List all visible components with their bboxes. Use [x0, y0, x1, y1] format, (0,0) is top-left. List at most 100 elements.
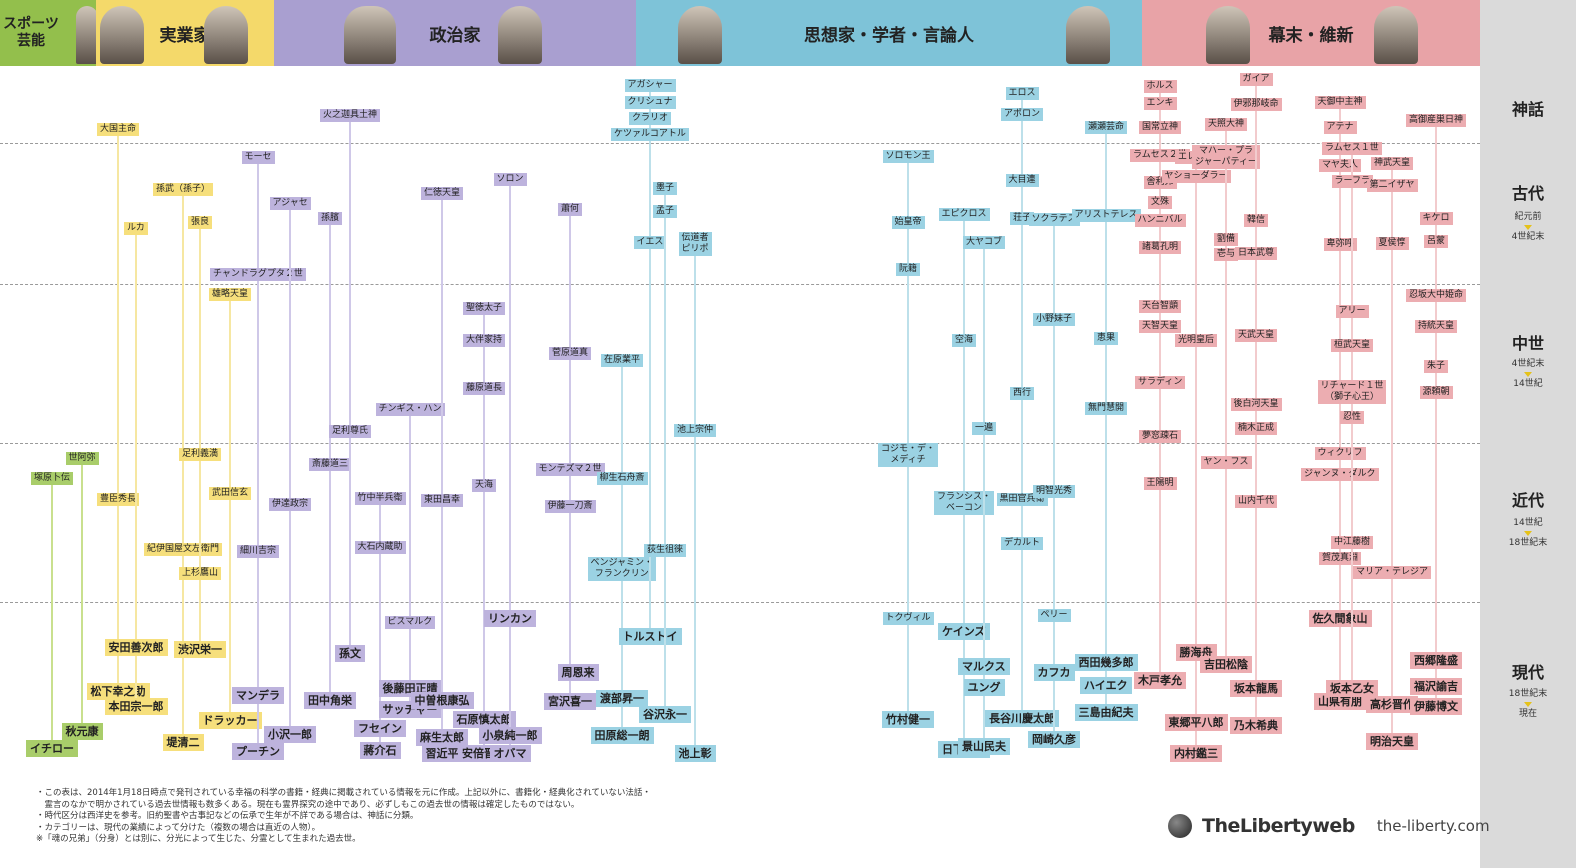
portrait-photo [76, 6, 98, 64]
era-range-start: 14世紀 [1513, 518, 1543, 528]
person-node: ラムセス２世 [1130, 149, 1190, 162]
person-node: エロス [1005, 87, 1039, 100]
portrait-photo [678, 6, 722, 64]
footnote-line: ・時代区分は西洋史を参考。旧約聖書や古事記などの伝承で生年が不詳である場合は、神… [36, 811, 419, 821]
lineage-connector-line [1053, 219, 1055, 737]
person-node: ベンジャミン・ フランクリン [587, 557, 657, 581]
globe-icon [1168, 814, 1192, 838]
person-node: 天御中主神 [1314, 96, 1366, 109]
lineage-connector-line [441, 193, 443, 751]
person-node: 夢窓疎石 [1139, 430, 1182, 443]
era-range-end: 現在 [1518, 709, 1537, 719]
lineage-connector-line [1225, 124, 1227, 662]
person-node: 長谷川慶太郎 [985, 710, 1059, 727]
liberty-logo[interactable]: TheLibertyweb the-liberty.com [1168, 814, 1490, 838]
person-node: モンテズマ２世 [535, 463, 605, 476]
person-node: ハンニバル [1134, 214, 1186, 227]
person-node: ユング [963, 679, 1005, 696]
person-node: 紀伊国屋文左衛門 [144, 543, 223, 556]
person-node: 田原総一朗 [590, 727, 654, 744]
person-node: 伊藤一刀斎 [544, 500, 596, 513]
person-node: 秋元康 [61, 723, 103, 740]
person-node: プーチン [232, 743, 284, 760]
era-range-start: 4世紀末 [1511, 359, 1545, 369]
person-node: 高杉晋作 [1366, 696, 1418, 713]
lineage-connector-line [664, 188, 666, 712]
header-thinkers: 思想家・学者・言論人 [636, 0, 1142, 66]
person-node: 東郷平八郎 [1164, 714, 1228, 731]
portrait-photo [1374, 6, 1418, 64]
person-node: 石原慎太郎 [452, 711, 516, 728]
person-node: 火之迦具土神 [320, 109, 381, 122]
person-node: ソロモン王 [882, 150, 934, 163]
person-node: 塚原卜伝 [31, 472, 74, 485]
person-node: 習近平 [421, 745, 463, 762]
portrait-photo [498, 6, 542, 64]
person-node: 孫武（孫子） [153, 183, 214, 196]
person-node: 空海 [952, 334, 977, 347]
person-node: アポロン [1001, 108, 1044, 121]
era-range-start: 紀元前 [1514, 212, 1542, 222]
person-node: 王陽明 [1143, 477, 1177, 490]
person-node: 賀茂真淵 [1319, 552, 1362, 565]
lineage-connector-line [1435, 120, 1437, 704]
lineage-connector-line [983, 242, 985, 744]
person-node: 西田幾多郎 [1074, 654, 1138, 671]
person-node: ジャンヌ・ダルク [1301, 468, 1379, 481]
person-node: 韓信 [1244, 214, 1269, 227]
lineage-connector-line [1105, 127, 1107, 710]
lineage-connector-line [117, 129, 119, 689]
portrait-photo [1206, 6, 1250, 64]
era-label-medieval: 中世 [1511, 334, 1544, 353]
person-node: 卑弥呼 [1323, 238, 1357, 251]
person-node: マハー・プラ ジャーパティー [1192, 145, 1260, 169]
lineage-connector-line [509, 179, 511, 751]
person-node: 始皇帝 [891, 216, 925, 229]
person-node: キケロ [1419, 212, 1453, 225]
person-node: 竹中半兵衛 [354, 492, 406, 505]
era-separator [0, 602, 1480, 603]
person-node: 大石内蔵助 [354, 541, 406, 554]
person-node: 孫臏 [318, 212, 343, 225]
person-node: 足利義満 [179, 448, 222, 461]
person-node: 坂本乙女 [1326, 680, 1378, 697]
person-node: 仁徳天皇 [421, 187, 464, 200]
lineage-connector-line [569, 209, 571, 699]
person-node: 明智光秀 [1033, 485, 1076, 498]
person-node: コジモ・デ・ メディチ [878, 443, 939, 467]
person-node: イエス [633, 236, 667, 249]
person-node: 吉田松陰 [1200, 656, 1252, 673]
person-node: 蔣介石 [359, 742, 401, 759]
header-business: 実業家 [96, 0, 274, 66]
down-arrow-icon [1524, 702, 1532, 707]
person-node: アリー [1335, 305, 1369, 318]
person-node: 国常立神 [1139, 121, 1182, 134]
footnotes: ・この表は、2014年1月18日時点で発刊されている幸福の科学の書籍・経典に掲載… [36, 788, 736, 846]
person-node: 恵果 [1094, 332, 1119, 345]
person-node: 細川吉宗 [237, 545, 280, 558]
person-node: ハイエク [1080, 677, 1132, 694]
lineage-connector-line [621, 360, 623, 733]
person-node: 日本武尊 [1235, 247, 1278, 260]
person-node: 忍性 [1340, 411, 1365, 424]
person-node: 三島由紀夫 [1074, 704, 1138, 721]
person-node: 無門慧開 [1085, 402, 1128, 415]
era-separator [0, 143, 1480, 144]
person-node: 佐久間象山 [1308, 610, 1372, 627]
logo-name: TheLibertyweb [1202, 815, 1355, 837]
person-node: 阮籍 [896, 263, 921, 276]
person-node: 呂蒙 [1424, 235, 1449, 248]
person-node: ラムセス１世 [1322, 142, 1382, 155]
person-node: カフカ [1033, 664, 1075, 681]
person-node: 柳生石舟斎 [596, 472, 648, 485]
person-node: 内村鑑三 [1170, 745, 1222, 762]
person-node: 墨子 [653, 182, 678, 195]
down-arrow-icon [1524, 372, 1532, 377]
person-node: 張良 [188, 216, 213, 229]
era-separator [0, 284, 1480, 285]
logo-url[interactable]: the-liberty.com [1376, 817, 1490, 835]
person-node: フセイン [354, 720, 406, 737]
header-sports-entertainment: スポーツ 芸能 [0, 0, 98, 66]
person-node: 孫文 [335, 645, 365, 662]
footnote-line: 霊言のなかで明かされている過去世情報も数多くある。現在も霊界探究の途中であり、必… [36, 799, 580, 810]
